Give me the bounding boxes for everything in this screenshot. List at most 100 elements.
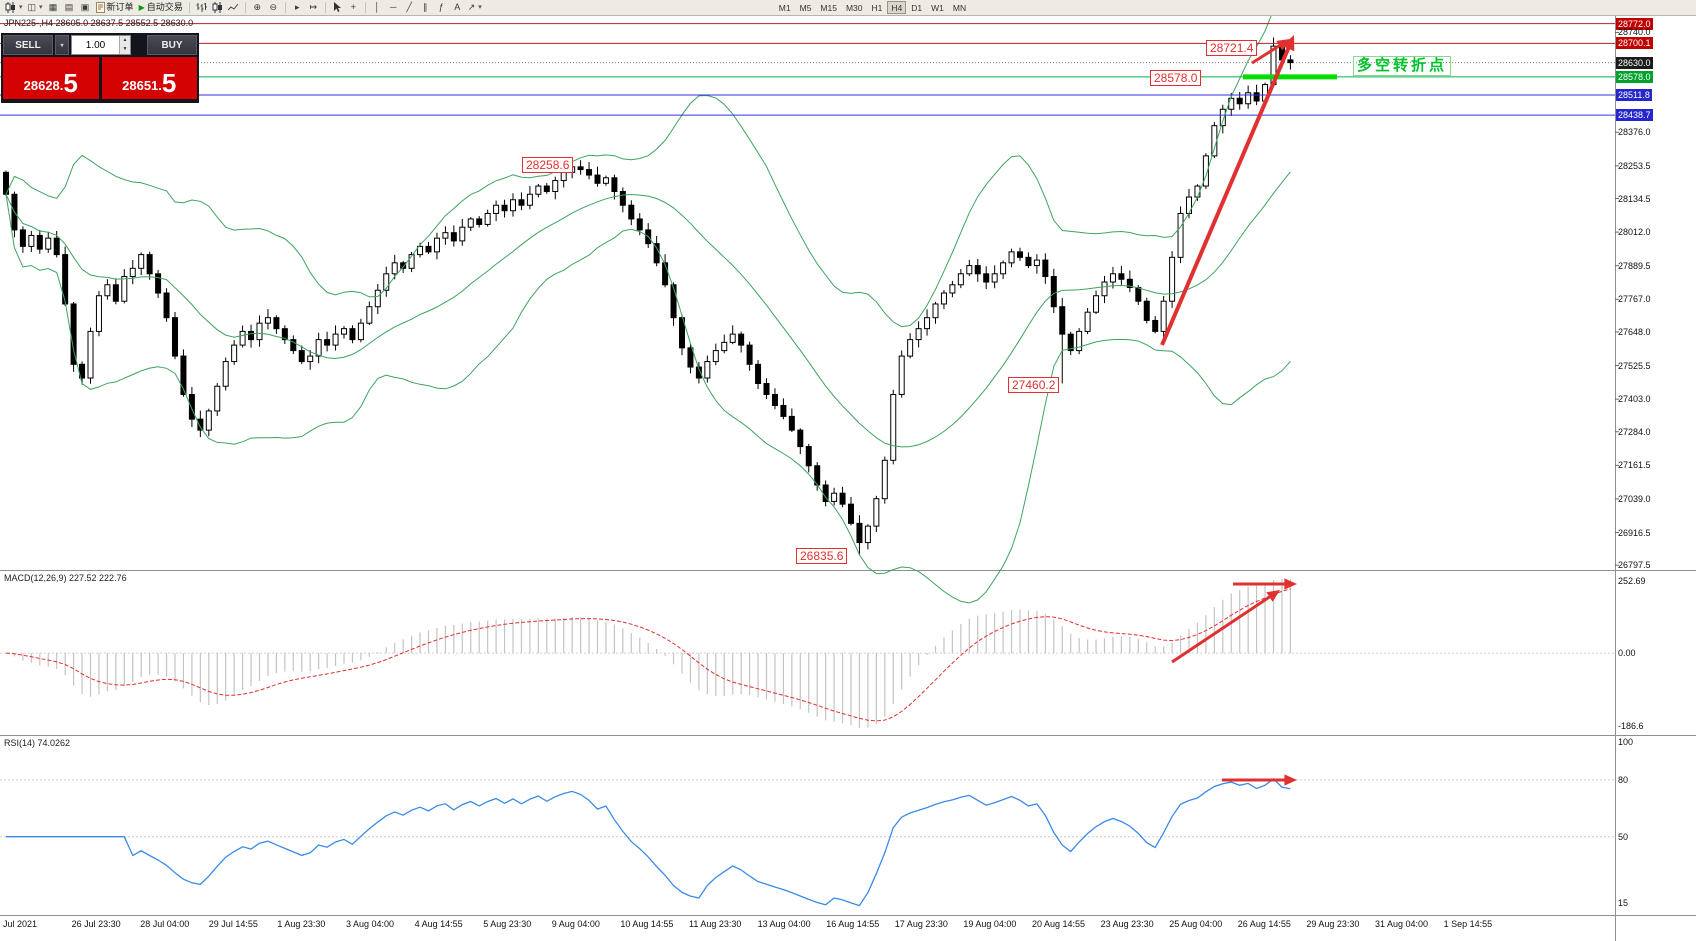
new-chart-button[interactable]: ▾ xyxy=(3,1,25,15)
crosshair-button[interactable]: + xyxy=(346,1,361,15)
time-axis-label: 25 Aug 04:00 xyxy=(1169,919,1223,929)
price-axis[interactable]: 28772.0 28740.0 28700.1 28630.0 28578.0 28511… xyxy=(1616,0,1696,941)
trade-panel-controls: SELL ▾ 1.00 ▲ ▼ BUY xyxy=(3,35,197,55)
ohlc-values: 28605.0 28637.5 28552.5 28630.0 xyxy=(55,18,194,28)
timeframe-h4[interactable]: H4 xyxy=(887,1,907,14)
new-order-icon xyxy=(95,2,105,13)
one-click-trading-panel: SELL ▾ 1.00 ▲ ▼ BUY 28628. 5 28651. 5 xyxy=(1,33,199,103)
market-watch-button[interactable]: ▦ xyxy=(46,1,61,15)
time-axis[interactable]: Jul 2021 26 Jul 23:30 28 Jul 04:00 29 Jul 1… xyxy=(0,916,1616,941)
sell-button[interactable]: SELL xyxy=(3,35,53,55)
timeframe-h1[interactable]: H1 xyxy=(868,1,887,14)
fibonacci-icon: ƒ xyxy=(438,2,444,12)
toolbar-separator xyxy=(284,2,286,13)
sell-price-main: 28628. xyxy=(23,78,64,93)
fibonacci-button[interactable]: ƒ xyxy=(434,1,449,15)
time-axis-label: 1 Aug 23:30 xyxy=(277,919,326,929)
data-window-button[interactable]: ▤ xyxy=(62,1,77,15)
indicator-axis-label: 252.69 xyxy=(1618,576,1646,586)
line-chart-icon xyxy=(227,3,239,11)
play-icon: ▶ xyxy=(138,2,145,12)
autotrading-button[interactable]: ▶ 自动交易 xyxy=(137,1,185,15)
timeframe-w1[interactable]: W1 xyxy=(927,1,948,14)
main-trend-arrow[interactable] xyxy=(1160,35,1295,346)
lot-size-field[interactable]: 1.00 ▲ ▼ xyxy=(71,35,131,55)
candlestick-chart-button[interactable] xyxy=(210,1,225,15)
arrows-tool-button[interactable]: ↗ ▾ xyxy=(466,1,484,15)
crosshair-icon: + xyxy=(350,2,356,12)
timeframe-d1[interactable]: D1 xyxy=(907,1,926,14)
time-axis-label: 26 Aug 14:55 xyxy=(1237,919,1291,929)
price-axis-label: 27525.5 xyxy=(1618,360,1651,371)
time-axis-label: 19 Aug 04:00 xyxy=(963,919,1017,929)
candlestick-chart-icon xyxy=(212,2,222,13)
zoom-out-icon: ⊖ xyxy=(269,2,277,12)
timeframe-m15[interactable]: M15 xyxy=(816,1,841,14)
bar-chart-button[interactable] xyxy=(194,1,209,15)
zoom-out-button[interactable]: ⊖ xyxy=(266,1,281,15)
buy-button[interactable]: BUY xyxy=(147,35,197,55)
macd-label: MACD(12,26,9) 227.52 222.76 xyxy=(4,573,127,583)
price-axis-label: 27403.0 xyxy=(1618,394,1651,405)
timeframe-m30[interactable]: M30 xyxy=(842,1,867,14)
market-watch-icon: ▦ xyxy=(48,2,58,12)
price-axis-label: 28700.1 xyxy=(1616,37,1653,50)
time-axis-label: 29 Aug 23:30 xyxy=(1306,919,1360,929)
bar-chart-icon xyxy=(196,3,207,12)
price-axis-label: 27284.0 xyxy=(1618,426,1651,437)
line-chart-button[interactable] xyxy=(226,1,241,15)
navigator-button[interactable]: ▣ xyxy=(78,1,93,15)
sell-price-big: 5 xyxy=(63,68,78,98)
sell-price-box[interactable]: 28628. 5 xyxy=(3,57,99,99)
text-tool-button[interactable]: A xyxy=(450,1,465,15)
symbol-ohlc-label: JPN225-,H4 28605.0 28637.5 28552.5 28630… xyxy=(4,18,193,28)
new-order-label: 新订单 xyxy=(106,2,134,12)
macd-trend-arrow[interactable] xyxy=(1171,590,1280,664)
time-axis-label: 28 Jul 04:00 xyxy=(140,919,190,929)
new-order-button[interactable]: 新订单 xyxy=(94,1,136,15)
zoom-in-button[interactable]: ⊕ xyxy=(250,1,265,15)
macd-histogram xyxy=(5,579,1291,728)
buy-price-big: 5 xyxy=(161,68,177,98)
price-axis-label: 28740.0 xyxy=(1618,27,1651,38)
indicator-axis-label: 15 xyxy=(1618,898,1629,908)
toolbar-separator xyxy=(324,2,326,13)
toolbar-separator xyxy=(188,2,190,13)
cursor-button[interactable] xyxy=(330,1,345,15)
macd-flat-arrow[interactable] xyxy=(1233,578,1297,590)
horizontal-line-button[interactable]: ─ xyxy=(386,1,401,15)
auto-scroll-icon: ▸ xyxy=(294,2,300,12)
price-axis-label: 28376.0 xyxy=(1618,127,1651,138)
vertical-line-icon: │ xyxy=(374,2,381,12)
order-type-dropdown[interactable]: ▾ xyxy=(55,35,69,55)
price-axis-label: 28012.0 xyxy=(1618,227,1651,238)
price-axis-label: 28511.8 xyxy=(1616,89,1652,102)
chart-shift-button[interactable]: ↦ xyxy=(306,1,321,15)
symbol-period: JPN225-,H4 xyxy=(4,18,54,28)
zoom-in-icon: ⊕ xyxy=(253,2,261,12)
timeframe-group: M1 M5 M15 M30 H1 H4 D1 W1 MN xyxy=(775,1,970,14)
price-axis-label: 28772.0 xyxy=(1616,17,1653,30)
data-window-icon: ▤ xyxy=(64,2,74,12)
time-axis-label: 9 Aug 04:00 xyxy=(551,919,600,929)
profiles-button[interactable]: ◫ ▾ xyxy=(26,1,45,15)
price-axis-label: 28253.5 xyxy=(1618,160,1651,171)
lot-decrease-button[interactable]: ▼ xyxy=(120,45,130,54)
buy-price-box[interactable]: 28651. 5 xyxy=(101,57,197,99)
channel-button[interactable]: ∥ xyxy=(418,1,433,15)
price-axis-label: 28134.5 xyxy=(1618,193,1651,204)
timeframe-m5[interactable]: M5 xyxy=(796,1,816,14)
vertical-line-button[interactable]: │ xyxy=(370,1,385,15)
auto-scroll-button[interactable]: ▸ xyxy=(290,1,305,15)
trendline-icon: ╱ xyxy=(406,2,412,12)
breakout-arrow[interactable] xyxy=(1251,39,1290,65)
timeframe-mn[interactable]: MN xyxy=(949,1,970,14)
turning-point-label[interactable]: 多空转折点 xyxy=(1353,56,1452,76)
trendline-button[interactable]: ╱ xyxy=(402,1,417,15)
timeframe-m1[interactable]: M1 xyxy=(775,1,795,14)
price-axis-label: 27767.0 xyxy=(1618,294,1651,305)
rsi-flat-arrow[interactable] xyxy=(1222,774,1297,786)
lot-increase-button[interactable]: ▲ xyxy=(120,36,130,45)
indicator-axis-label: 80 xyxy=(1618,774,1629,785)
